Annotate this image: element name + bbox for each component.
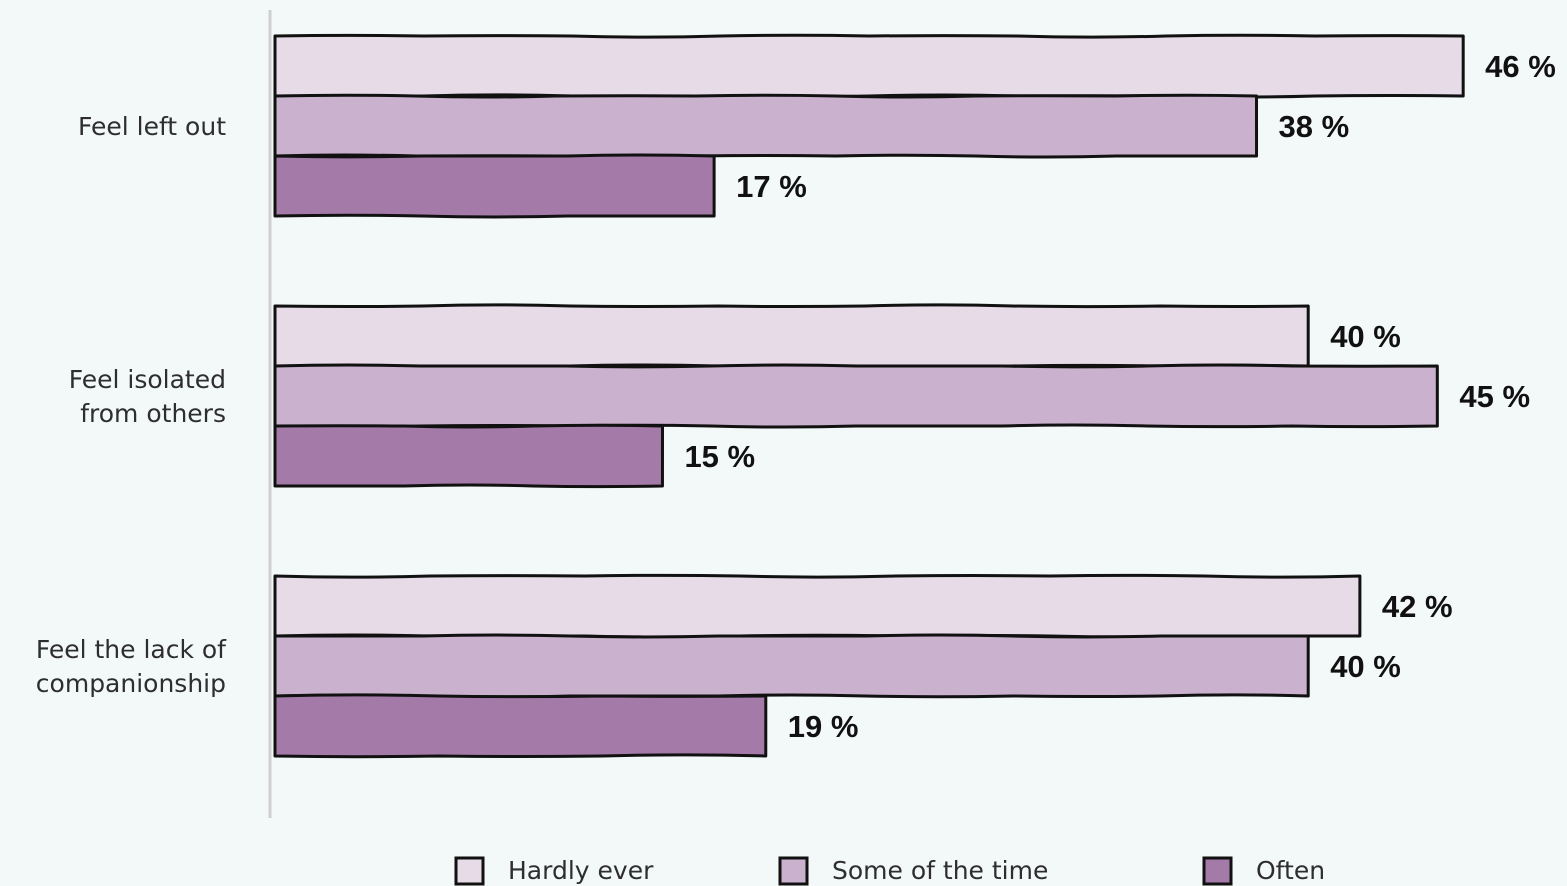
legend-item-1: Hardly ever	[454, 856, 654, 886]
category-labels: Feel left out Feel isolated from others Fee…	[36, 112, 227, 698]
legend-label-3: Often	[1256, 856, 1325, 885]
legend-swatch-1	[454, 856, 485, 886]
legend-swatch-3	[1202, 856, 1233, 886]
category-label-3: Feel the lack of companionship	[36, 635, 227, 698]
value-label-3-3: 19 %	[788, 709, 859, 744]
bar-2-1	[273, 303, 1310, 369]
legend: Hardly ever Some of the time Often	[454, 856, 1325, 886]
bar-3-2	[273, 633, 1310, 699]
value-label-3-1: 42 %	[1382, 589, 1453, 624]
value-label-3-2: 40 %	[1330, 649, 1401, 684]
legend-label-1: Hardly ever	[508, 856, 654, 885]
value-label-1-3: 17 %	[736, 169, 807, 204]
category-label-2: Feel isolated from others	[69, 365, 226, 428]
value-labels: 46 % 38 % 17 % 40 % 45 % 15 % 42 % 40 % 19 %	[684, 49, 1555, 744]
value-label-2-3: 15 %	[684, 439, 755, 474]
legend-item-2: Some of the time	[778, 856, 1048, 886]
legend-swatch-2	[778, 856, 809, 886]
value-label-2-2: 45 %	[1459, 379, 1530, 414]
legend-label-2: Some of the time	[832, 856, 1048, 885]
bar-3-3	[273, 693, 768, 759]
bar-3-1	[273, 573, 1362, 639]
bar-1-3	[273, 153, 716, 219]
value-label-1-2: 38 %	[1279, 109, 1350, 144]
category-label-1: Feel left out	[78, 112, 226, 141]
value-label-1-1: 46 %	[1485, 49, 1556, 84]
bar-2-2	[273, 363, 1439, 429]
bar-1-2	[273, 93, 1259, 159]
value-label-2-1: 40 %	[1330, 319, 1401, 354]
bar-2-3	[273, 423, 664, 489]
bars-layer	[273, 33, 1465, 759]
bar-1-1	[273, 33, 1465, 99]
legend-item-3: Often	[1202, 856, 1325, 886]
